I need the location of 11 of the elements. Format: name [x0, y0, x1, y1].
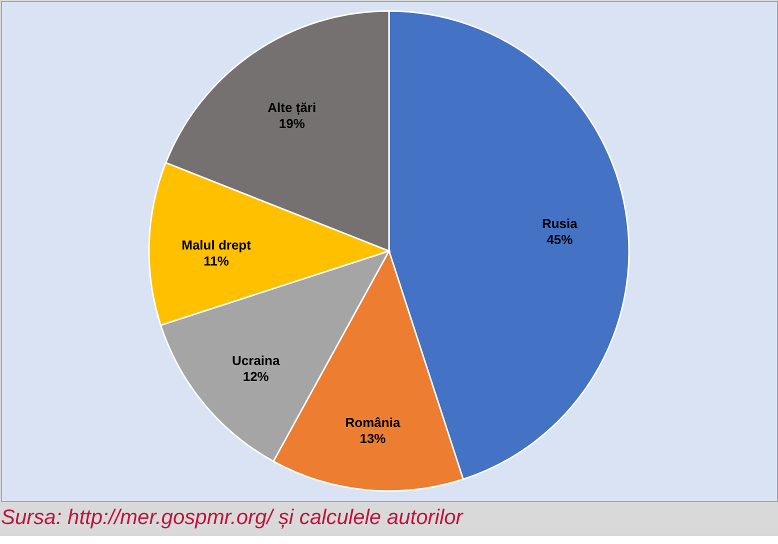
slice-label: România: [345, 415, 401, 430]
slice-label: Malul drept: [182, 238, 252, 253]
data-label: 11%: [204, 254, 230, 269]
slice-label: Rusia: [542, 216, 578, 231]
slice-label: Alte țări: [268, 100, 316, 116]
text: Sursa: http://mer.gospmr.org/ și calculele autorilor: [1, 506, 464, 529]
slice-label: Ucraina: [232, 353, 280, 368]
data-label: 12%: [242, 369, 270, 384]
data-label: 19%: [278, 116, 306, 132]
data-label: 45%: [546, 232, 574, 247]
data-label: 13%: [360, 431, 386, 446]
